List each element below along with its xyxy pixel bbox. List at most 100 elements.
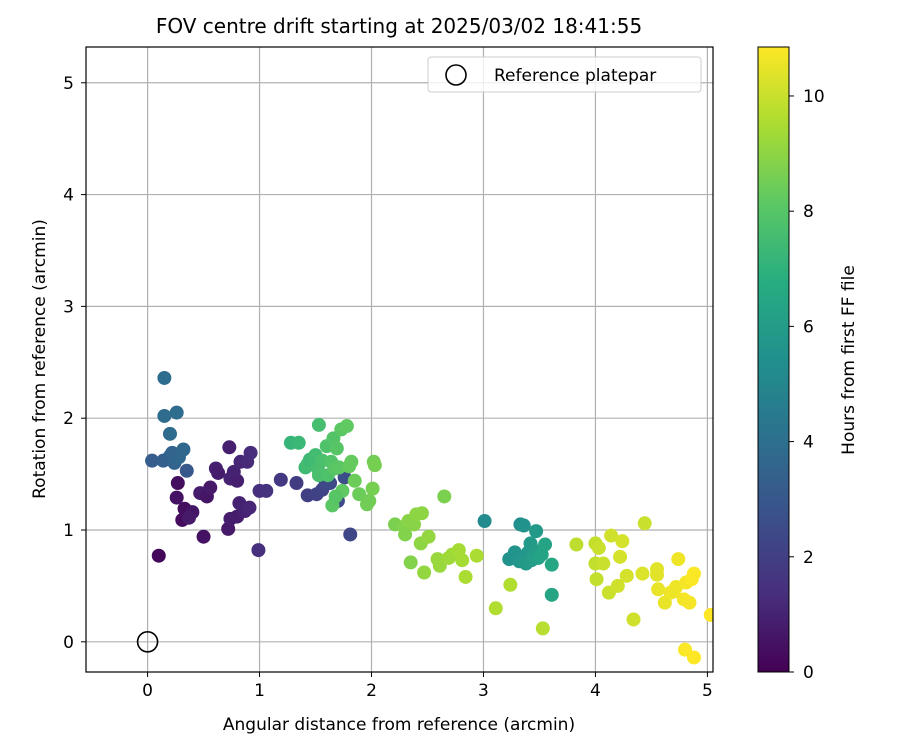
grid-lines [86, 47, 713, 672]
x-tick-label: 5 [702, 681, 713, 701]
colorbar-gradient [757, 46, 790, 673]
data-points [145, 370, 713, 665]
data-point [352, 487, 367, 502]
data-point [477, 514, 492, 529]
data-point [650, 567, 665, 582]
data-point [362, 493, 377, 508]
data-point [230, 473, 245, 488]
colorbar-tick-label: 10 [803, 87, 825, 107]
data-point [686, 566, 701, 581]
data-point [686, 650, 701, 665]
data-point [671, 552, 686, 567]
data-point [347, 473, 362, 488]
data-point [291, 435, 306, 450]
data-point [243, 445, 258, 460]
legend-reference-marker [445, 64, 467, 86]
data-point [344, 454, 359, 469]
data-point [367, 458, 382, 473]
data-point [182, 510, 197, 525]
data-point [455, 553, 470, 568]
y-axis-label: Rotation from reference (arcmin) [30, 219, 50, 499]
data-point [157, 408, 172, 423]
data-point [458, 569, 473, 584]
y-tick-label: 3 [63, 297, 74, 317]
x-tick-label: 1 [254, 681, 265, 701]
data-point [626, 612, 641, 627]
data-point [637, 516, 652, 531]
data-point [596, 556, 611, 571]
y-axis-ticks: 0 1 2 3 4 5 [63, 74, 86, 653]
data-point [251, 543, 266, 558]
colorbar-tick-label: 6 [803, 317, 814, 337]
data-point [328, 489, 343, 504]
colorbar-tick-label: 2 [803, 548, 814, 568]
x-axis-label: Angular distance from reference (arcmin) [223, 715, 575, 735]
data-point [538, 537, 553, 552]
data-point [289, 476, 304, 491]
data-point [544, 557, 559, 572]
colorbar-label: Hours from first FF file [839, 265, 859, 455]
data-point [169, 490, 184, 505]
data-point [176, 442, 191, 457]
data-point [203, 480, 218, 495]
reference-platepar-marker [136, 631, 159, 653]
data-point [488, 601, 503, 616]
data-point [196, 529, 211, 544]
data-point [311, 417, 326, 432]
data-point [169, 405, 184, 420]
reference-marker-group [136, 631, 159, 653]
data-point [365, 481, 380, 496]
legend-entry-reference-platepar: Reference platepar [494, 66, 656, 86]
y-tick-label: 2 [63, 409, 74, 429]
x-tick-label: 3 [478, 681, 489, 701]
data-point [703, 607, 713, 622]
data-point [516, 518, 531, 533]
data-point [635, 566, 650, 581]
data-point [591, 540, 606, 555]
data-point [535, 621, 550, 636]
data-point [157, 370, 172, 385]
y-tick-label: 0 [63, 633, 74, 653]
colorbar-tick-label: 8 [803, 202, 814, 222]
data-point [170, 476, 185, 491]
x-tick-label: 2 [366, 681, 377, 701]
data-point [613, 549, 628, 564]
colorbar-tick-label: 0 [803, 663, 814, 683]
colorbar-ticks: 0 2 4 6 8 10 [789, 87, 825, 683]
data-point [619, 568, 634, 583]
data-point [469, 548, 484, 563]
data-point [417, 565, 432, 580]
chart-title: FOV centre drift starting at 2025/03/02 … [156, 14, 642, 38]
y-tick-label: 1 [63, 521, 74, 541]
data-point [610, 578, 625, 593]
data-point [179, 463, 194, 478]
data-point [615, 534, 630, 549]
data-point [329, 441, 344, 456]
data-point [604, 528, 619, 543]
data-point [403, 555, 418, 570]
plot-frame [85, 46, 714, 673]
data-point [414, 506, 429, 521]
data-point [211, 465, 226, 480]
x-tick-label: 4 [590, 681, 601, 701]
data-point [259, 483, 274, 498]
y-tick-label: 4 [63, 186, 74, 206]
legend: Reference platepar [427, 56, 702, 93]
legend-box [427, 56, 702, 93]
data-point [273, 472, 288, 487]
data-point [437, 489, 452, 504]
y-tick-label: 5 [63, 74, 74, 94]
data-point [222, 440, 237, 455]
data-point [242, 500, 257, 515]
data-point [589, 572, 604, 587]
data-point [343, 527, 358, 542]
colorbar-tick-label: 4 [803, 433, 814, 453]
data-point [569, 537, 584, 552]
data-point [151, 548, 166, 563]
data-point [651, 582, 666, 597]
data-point [529, 524, 544, 539]
data-point [398, 527, 413, 542]
data-point [682, 595, 697, 610]
x-tick-label: 0 [142, 681, 153, 701]
data-point [145, 453, 160, 468]
